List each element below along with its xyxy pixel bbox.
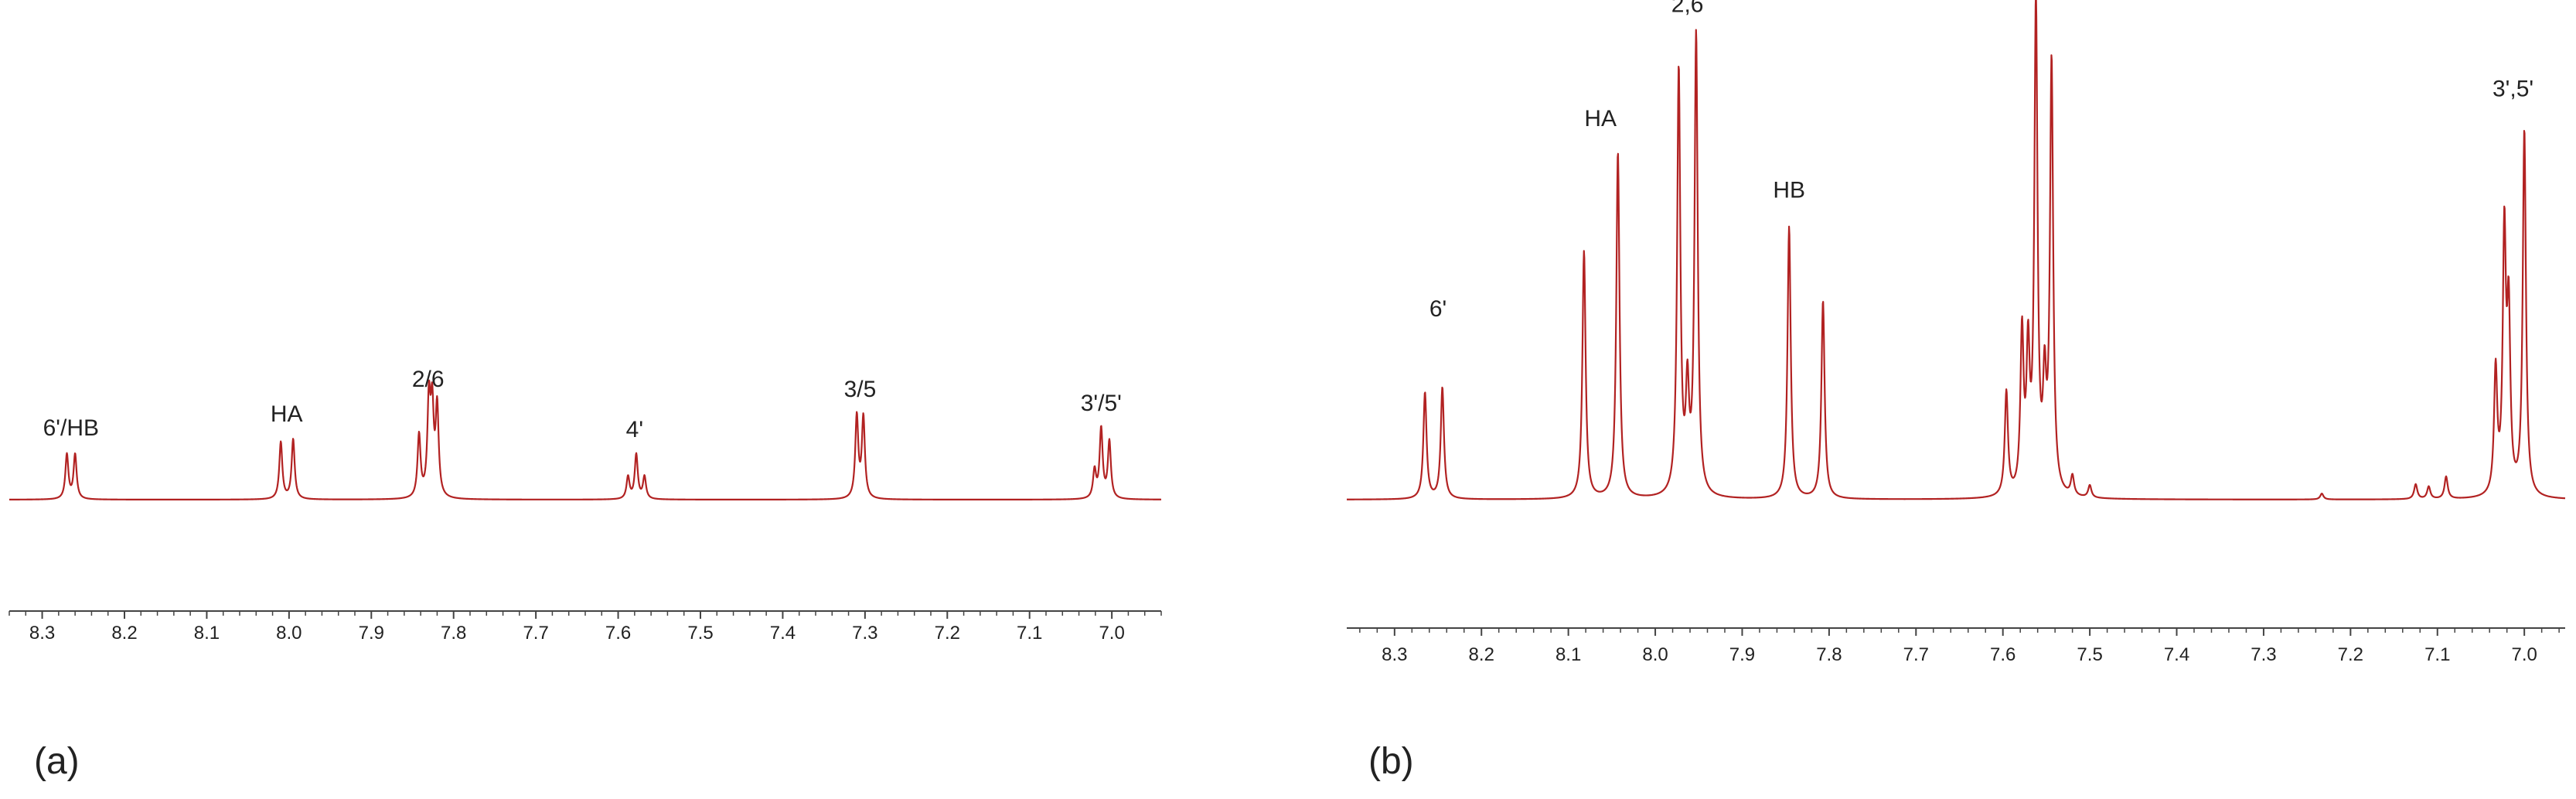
peak-annotation: 2,6 bbox=[1671, 0, 1704, 18]
x-tick-label: 7.0 bbox=[1099, 623, 1124, 644]
x-tick-label: 7.1 bbox=[2424, 644, 2450, 665]
peak-annotation: 3/5 bbox=[844, 377, 877, 402]
x-tick-label: 8.3 bbox=[29, 623, 55, 644]
x-tick-label: 7.7 bbox=[1903, 644, 1929, 665]
x-tick-label: 8.1 bbox=[1555, 644, 1581, 665]
x-tick-label: 7.8 bbox=[1816, 644, 1842, 665]
x-tick-label: 8.2 bbox=[111, 623, 137, 644]
peak-annotation: HA bbox=[1584, 106, 1617, 131]
peak-annotation: 2/6 bbox=[412, 367, 445, 392]
peak-annotation: 4' bbox=[626, 417, 643, 442]
x-tick-label: 7.6 bbox=[605, 623, 631, 644]
x-tick-label: 7.4 bbox=[770, 623, 796, 644]
panel-label: (b) bbox=[1368, 741, 1414, 782]
x-tick-label: 7.7 bbox=[523, 623, 548, 644]
x-tick-label: 7.4 bbox=[2164, 644, 2189, 665]
x-tick-label: 7.1 bbox=[1017, 623, 1042, 644]
panel-label: (a) bbox=[34, 741, 80, 782]
peak-annotation: HA bbox=[271, 401, 303, 427]
x-tick-label: 7.2 bbox=[935, 623, 960, 644]
peak-annotation: 3'/5' bbox=[1081, 391, 1122, 416]
x-tick-label: 7.9 bbox=[359, 623, 384, 644]
x-tick-label: 7.9 bbox=[1729, 644, 1755, 665]
x-tick-label: 7.8 bbox=[441, 623, 466, 644]
x-tick-label: 7.2 bbox=[2338, 644, 2363, 665]
peak-annotation: 6' bbox=[1429, 296, 1446, 322]
spectrum-panel-a: 8.3 8.2 8.1 8.0 7.9 7.8 7.7 7.6 7.5 7.4 7.3 7.2 7.1 7… bbox=[9, 367, 1162, 782]
peak-annotation: 3',5' bbox=[2493, 76, 2533, 101]
x-tick-label: 8.0 bbox=[276, 623, 302, 644]
x-tick-label: 7.3 bbox=[852, 623, 877, 644]
x-tick-label: 7.5 bbox=[2077, 644, 2102, 665]
peak-annotation: HB bbox=[1773, 178, 1805, 203]
x-tick-label: 8.1 bbox=[194, 623, 220, 644]
peak-annotation: 6'/HB bbox=[43, 415, 99, 441]
x-tick-label: 7.6 bbox=[1990, 644, 2015, 665]
x-tick-label: 7.0 bbox=[2511, 644, 2537, 665]
x-tick-label: 8.0 bbox=[1642, 644, 1668, 665]
x-tick-label: 8.2 bbox=[1469, 644, 1494, 665]
x-tick-label: 8.3 bbox=[1382, 644, 1407, 665]
x-tick-label: 7.5 bbox=[687, 623, 713, 644]
spectrum-trace bbox=[1346, 0, 2566, 500]
spectrum-trace bbox=[9, 379, 1162, 500]
x-tick-label: 7.3 bbox=[2251, 644, 2276, 665]
spectrum-panel-b: 8.3 8.2 8.1 8.0 7.9 7.8 7.7 7.6 7.5 7.4 7.3 7.2 7.1 7… bbox=[1346, 0, 2566, 782]
